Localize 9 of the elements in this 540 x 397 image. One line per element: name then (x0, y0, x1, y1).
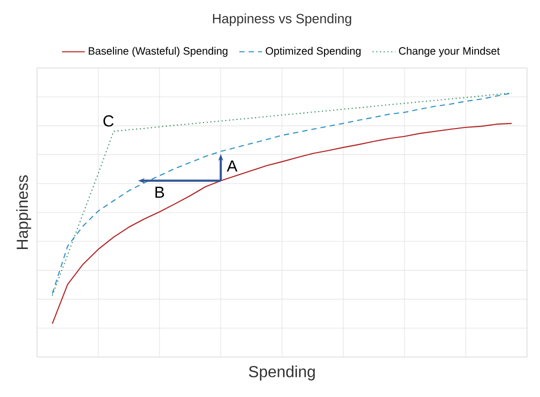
chart-title: Happiness vs Spending (213, 14, 352, 26)
annotation: A (226, 160, 238, 172)
legend-label: Change your Mindset (399, 46, 500, 57)
annotation: B (155, 186, 164, 198)
legend-label: Optimized Spending (266, 46, 361, 57)
annotation: C (103, 115, 114, 127)
y-axis-title: Happiness (16, 175, 32, 249)
x-axis-title: Spending (248, 366, 315, 380)
legend-label: Baseline (Wasteful) Spending (88, 46, 228, 57)
